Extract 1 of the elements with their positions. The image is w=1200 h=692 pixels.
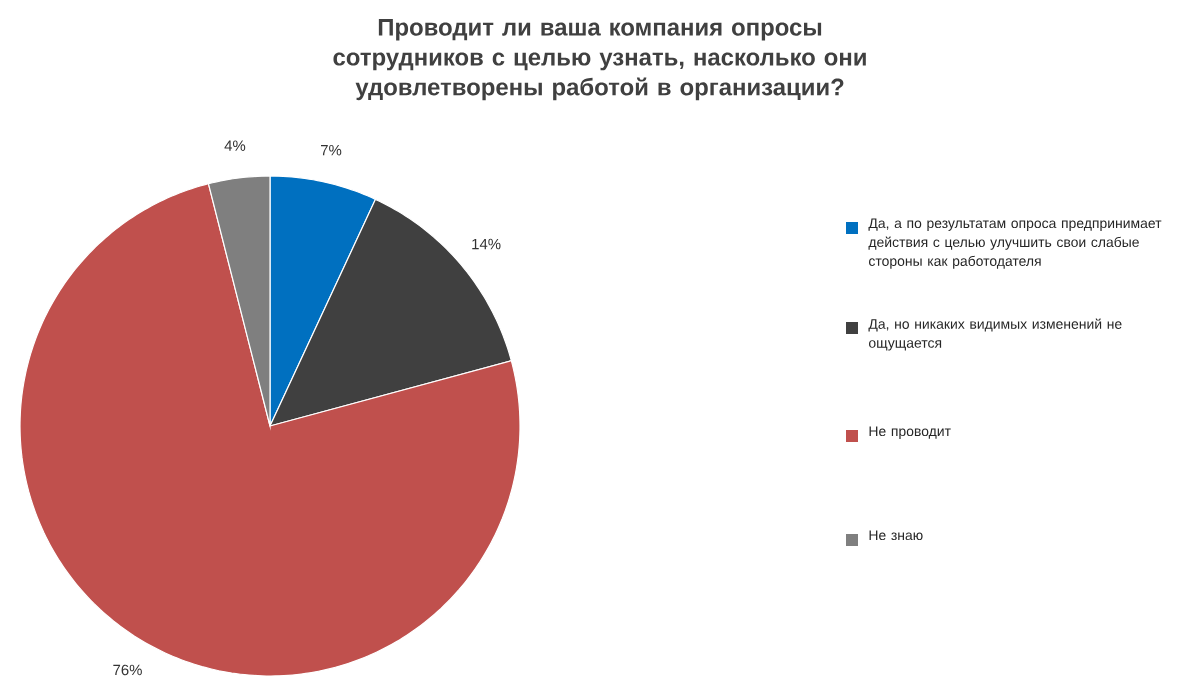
chart-title: Проводит ли ваша компания опросы сотрудников с целью узнать, насколько они удовлетворены работой в организации? (333, 19, 866, 101)
